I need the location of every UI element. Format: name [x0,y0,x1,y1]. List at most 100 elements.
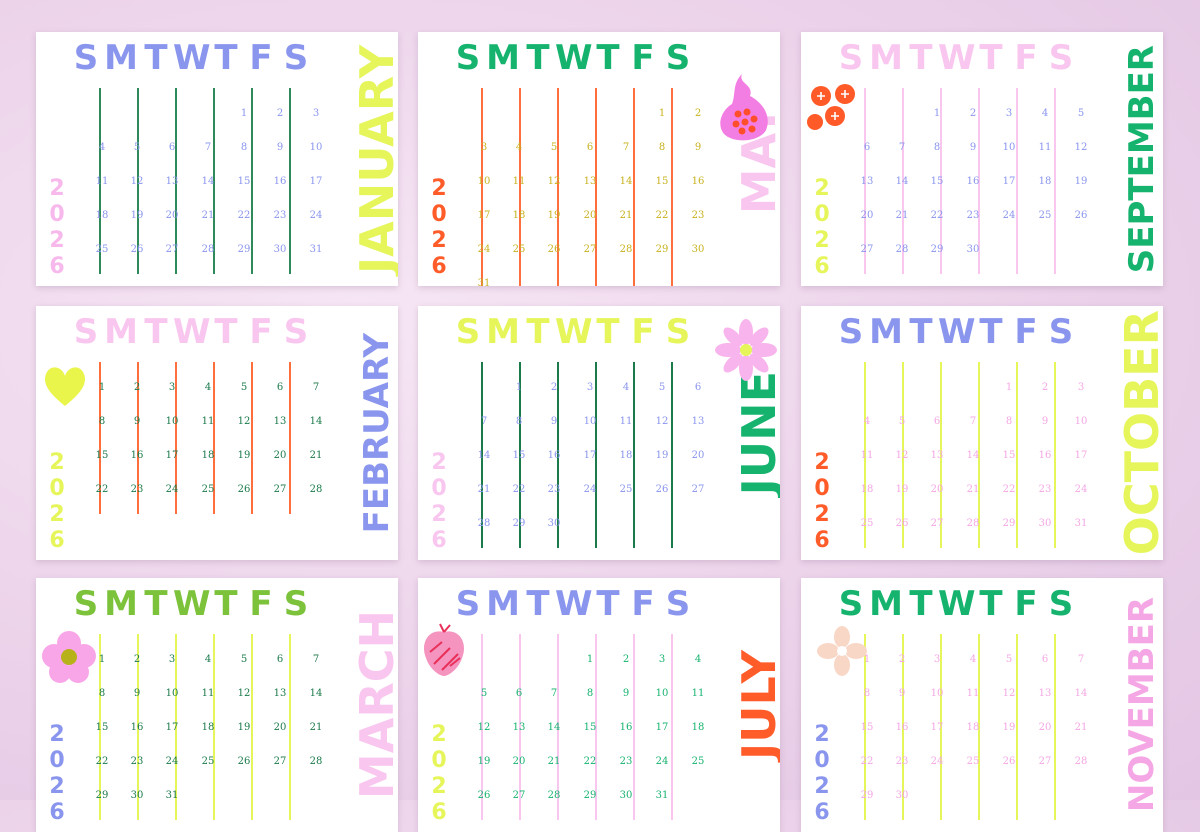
day-number: 5 [898,416,906,427]
calendar-card-may: S M T W T F S 1 2 3 4 5 6 7 8 9 10 11 12 13 14 15 16 17 18 19 20 21… [418,32,780,286]
weekday-label: S [1048,312,1074,352]
day-number: 13 [860,176,874,187]
day-number: 9 [133,416,141,427]
day-number: 25 [95,244,109,255]
day-number: 6 [168,142,176,153]
day-number: 21 [309,722,323,733]
day-number: 25 [619,484,633,495]
weekday-label: M [869,584,903,624]
day-number: 30 [895,790,909,801]
weekday-label: M [104,584,138,624]
day-number: 26 [237,484,251,495]
day-number: 29 [1002,518,1016,529]
day-number: 24 [165,484,179,495]
day-number: 14 [895,176,909,187]
column-divider [289,634,291,820]
column-divider [213,88,215,274]
weekday-label: W [555,584,593,624]
day-number: 25 [1038,210,1052,221]
weekday-label: F [631,584,654,624]
calendar-card-oct: S M T W T F S 1 2 3 4 5 6 7 8 9 10 11 12 13 14 15 16 17 18 19 20 21… [801,306,1163,560]
day-number: 6 [276,654,284,665]
day-number: 26 [547,244,561,255]
day-number: 3 [658,654,666,665]
weekday-label: T [214,312,237,352]
day-number: 9 [694,142,702,153]
day-number: 20 [273,722,287,733]
day-number: 30 [1038,518,1052,529]
day-number: 12 [130,176,144,187]
weekday-label: W [938,38,976,78]
day-number: 28 [1074,756,1088,767]
day-number: 23 [619,756,633,767]
day-number: 29 [655,244,669,255]
day-number: 19 [1002,722,1016,733]
day-number: 17 [1074,450,1088,461]
calendar-card-jul: S M T W T F S 1 2 3 4 5 6 7 8 9 10 11 12 13 14 15 16 17 18 19 20 21… [418,578,780,832]
day-number: 10 [477,176,491,187]
day-number: 15 [1002,450,1016,461]
day-number: 17 [165,450,179,461]
day-number: 13 [273,688,287,699]
day-number: 12 [895,450,909,461]
day-number: 2 [622,654,630,665]
day-number: 30 [966,244,980,255]
column-divider [1054,362,1056,548]
column-divider [902,88,904,274]
weekday-label: S [455,38,481,78]
day-number: 18 [201,722,215,733]
day-number: 8 [98,688,106,699]
day-number: 3 [480,142,488,153]
day-number: 12 [237,416,251,427]
column-divider [251,88,253,274]
day-number: 25 [691,756,705,767]
weekday-label: T [144,584,167,624]
day-number: 1 [1005,382,1013,393]
day-number: 10 [1074,416,1088,427]
calendar-card-jun: S M T W T F S 1 2 3 4 5 6 7 8 9 10 11 12 13 14 15 16 17 18 19 20 21… [418,306,780,560]
day-number: 29 [583,790,597,801]
day-number: 30 [691,244,705,255]
month-name: OCTOBER [1115,310,1163,556]
blossom-icon [817,626,867,681]
column-divider [137,634,139,820]
day-number: 4 [1041,108,1049,119]
day-number: 20 [691,450,705,461]
day-number: 7 [550,688,558,699]
day-number: 14 [477,450,491,461]
day-number: 22 [1002,484,1016,495]
column-divider [940,634,942,820]
day-number: 6 [515,688,523,699]
weekday-label: T [979,584,1002,624]
weekday-label: S [665,38,691,78]
day-number: 3 [586,382,594,393]
day-number: 11 [966,688,980,699]
day-number: 17 [655,722,669,733]
day-number: 22 [860,756,874,767]
month-name: JULY [732,650,780,760]
weekday-label: T [979,38,1002,78]
day-number: 15 [95,722,109,733]
day-number: 3 [312,108,320,119]
column-divider [902,362,904,548]
day-number: 12 [655,416,669,427]
column-divider [978,634,980,820]
day-number: 21 [309,450,323,461]
day-number: 10 [165,416,179,427]
day-number: 19 [237,450,251,461]
weekday-label: S [73,38,99,78]
day-number: 22 [237,210,251,221]
weekday-label: S [73,312,99,352]
day-number: 5 [1005,654,1013,665]
day-number: 13 [583,176,597,187]
weekday-label: S [455,584,481,624]
day-number: 24 [930,756,944,767]
day-number: 22 [930,210,944,221]
weekday-label: S [283,312,309,352]
strawberry-icon [420,622,468,683]
